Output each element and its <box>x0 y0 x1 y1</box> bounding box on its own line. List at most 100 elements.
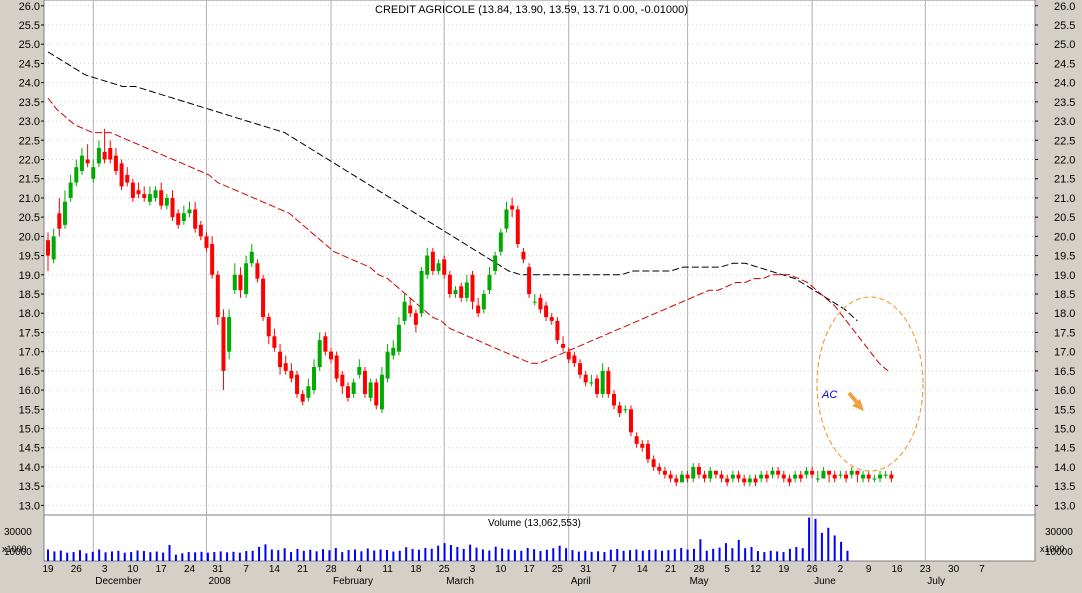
candle-body <box>572 355 577 364</box>
volume-bar <box>565 548 568 561</box>
candle-body <box>544 305 549 318</box>
candle-body <box>430 251 435 271</box>
x-day-label: 25 <box>439 564 451 575</box>
volume-bar <box>98 549 101 561</box>
volume-bar <box>641 550 644 561</box>
candle-body <box>425 255 430 275</box>
volume-bar <box>200 551 203 561</box>
candle-body <box>278 351 283 368</box>
candle-body <box>804 470 809 475</box>
candle-body <box>668 474 673 479</box>
y-tick-label-right: 19.0 <box>1054 270 1075 282</box>
candle-body <box>249 251 254 264</box>
candle-body <box>317 340 322 368</box>
candle-body <box>345 386 350 398</box>
volume-bar <box>283 548 286 561</box>
x-day-label: 14 <box>637 564 649 575</box>
candle-body <box>849 470 854 475</box>
candle-body <box>685 474 690 479</box>
candle-body <box>413 313 418 325</box>
candle-body <box>419 270 424 314</box>
candle-body <box>810 470 815 475</box>
candle-body <box>815 478 820 480</box>
volume-bar <box>110 551 113 561</box>
candle-body <box>612 393 616 406</box>
volume-bar <box>53 551 56 561</box>
volume-bar <box>296 548 299 561</box>
y-tick-label-left: 19.5 <box>19 251 40 263</box>
candle-body <box>340 374 345 387</box>
volume-bar <box>737 539 740 561</box>
volume-bar <box>520 550 523 561</box>
candle-body <box>210 244 215 275</box>
candle-body <box>266 317 271 337</box>
volume-bar <box>251 550 254 561</box>
candle-body <box>645 443 650 460</box>
y-tick-label-left: 14.0 <box>19 462 40 474</box>
month-separators <box>92 0 926 561</box>
volume-bar <box>245 551 248 561</box>
x-month-label: May <box>690 576 709 587</box>
y-tick-label-right: 17.0 <box>1054 347 1075 359</box>
y-tick-label-right: 14.0 <box>1054 462 1075 474</box>
candle-body <box>385 351 390 379</box>
y-tick-label-right: 19.5 <box>1054 251 1075 263</box>
volume-bar <box>577 551 580 561</box>
candle-body <box>583 374 588 383</box>
candle-body <box>147 194 152 202</box>
y-tick-label-left: 16.5 <box>19 366 40 378</box>
candle-body <box>272 336 277 348</box>
x-day-label: 7 <box>611 564 617 575</box>
x-day-label: 2 <box>838 564 844 575</box>
volume-bar <box>545 549 548 561</box>
x-day-label: 26 <box>71 564 83 575</box>
candle-body <box>255 263 260 279</box>
x-day-label: 5 <box>724 564 730 575</box>
volume-bar <box>430 548 433 561</box>
candle-body <box>753 478 758 483</box>
candle-body <box>102 151 107 160</box>
y-tick-label-left: 15.0 <box>19 424 40 436</box>
y-tick-label-left: 16.0 <box>19 385 40 397</box>
candle-body <box>142 194 147 198</box>
volume-bar <box>232 551 235 561</box>
x-day-label: 7 <box>243 564 249 575</box>
volume-bar <box>379 549 382 561</box>
candle-body <box>436 263 441 271</box>
candle-body <box>719 474 724 479</box>
candle-body <box>391 347 396 356</box>
volume-bar <box>827 527 830 561</box>
candle-body <box>379 374 384 410</box>
volume-bar <box>795 546 798 561</box>
candle-body <box>396 324 401 352</box>
candle-body <box>578 363 583 375</box>
volume-bar <box>443 543 446 561</box>
volume-bar <box>744 548 747 561</box>
x-day-label: 9 <box>866 564 872 575</box>
volume-bar <box>699 539 702 561</box>
candle-body <box>679 474 684 483</box>
volume-bar <box>776 551 779 561</box>
x-month-label: July <box>927 576 945 587</box>
x-day-label: 10 <box>127 564 139 575</box>
y-tick-label-left: 18.5 <box>19 289 40 301</box>
x-day-label: 17 <box>524 564 536 575</box>
x-day-label: 19 <box>42 564 54 575</box>
volume-bar <box>667 550 670 561</box>
volume-bar <box>392 551 395 561</box>
volume-bar <box>769 550 772 561</box>
candle-body <box>747 478 752 483</box>
volume-bar <box>411 548 414 561</box>
candle-body <box>362 370 367 394</box>
volume-bar <box>226 552 229 561</box>
candle-body <box>113 155 118 172</box>
y-tick-label-right: 18.0 <box>1054 308 1075 320</box>
volume-bar <box>584 550 587 561</box>
volume-bar <box>353 549 356 561</box>
volume-bar <box>123 552 126 561</box>
y-tick-label-right: 15.5 <box>1054 404 1075 416</box>
y-tick-label-left: 13.5 <box>19 481 40 493</box>
volume-bar <box>417 549 420 561</box>
candle-body <box>238 274 243 291</box>
candle-body <box>351 382 356 394</box>
